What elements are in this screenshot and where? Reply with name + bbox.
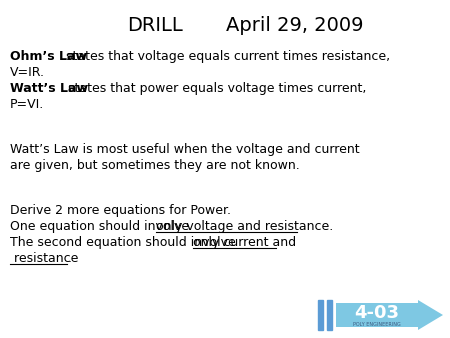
Bar (327, 300, 332, 330)
Text: April 29, 2009: April 29, 2009 (226, 16, 364, 35)
Text: 4-03: 4-03 (355, 304, 400, 322)
Polygon shape (336, 300, 443, 330)
Text: The second equation should involve: The second equation should involve (10, 236, 240, 249)
Text: states that power equals voltage times current,: states that power equals voltage times c… (64, 82, 366, 95)
Text: V=IR.: V=IR. (10, 66, 45, 79)
Bar (318, 300, 323, 330)
Text: DRILL: DRILL (127, 16, 183, 35)
Text: only current and: only current and (193, 236, 296, 249)
Text: Watt’s Law is most useful when the voltage and current: Watt’s Law is most useful when the volta… (10, 143, 360, 156)
Text: Derive 2 more equations for Power.: Derive 2 more equations for Power. (10, 203, 231, 217)
Text: resistance: resistance (10, 251, 78, 265)
Text: .: . (68, 251, 72, 265)
Text: P=VI.: P=VI. (10, 98, 44, 111)
Text: are given, but sometimes they are not known.: are given, but sometimes they are not kn… (10, 159, 300, 172)
Text: Ohm’s Law: Ohm’s Law (10, 50, 87, 63)
Text: states that voltage equals current times resistance,: states that voltage equals current times… (62, 50, 390, 63)
Text: One equation should involve: One equation should involve (10, 220, 193, 233)
Text: POLY ENGINEERING: POLY ENGINEERING (353, 321, 401, 327)
Text: only voltage and resistance.: only voltage and resistance. (156, 220, 333, 233)
Text: Watt’s Law: Watt’s Law (10, 82, 88, 95)
